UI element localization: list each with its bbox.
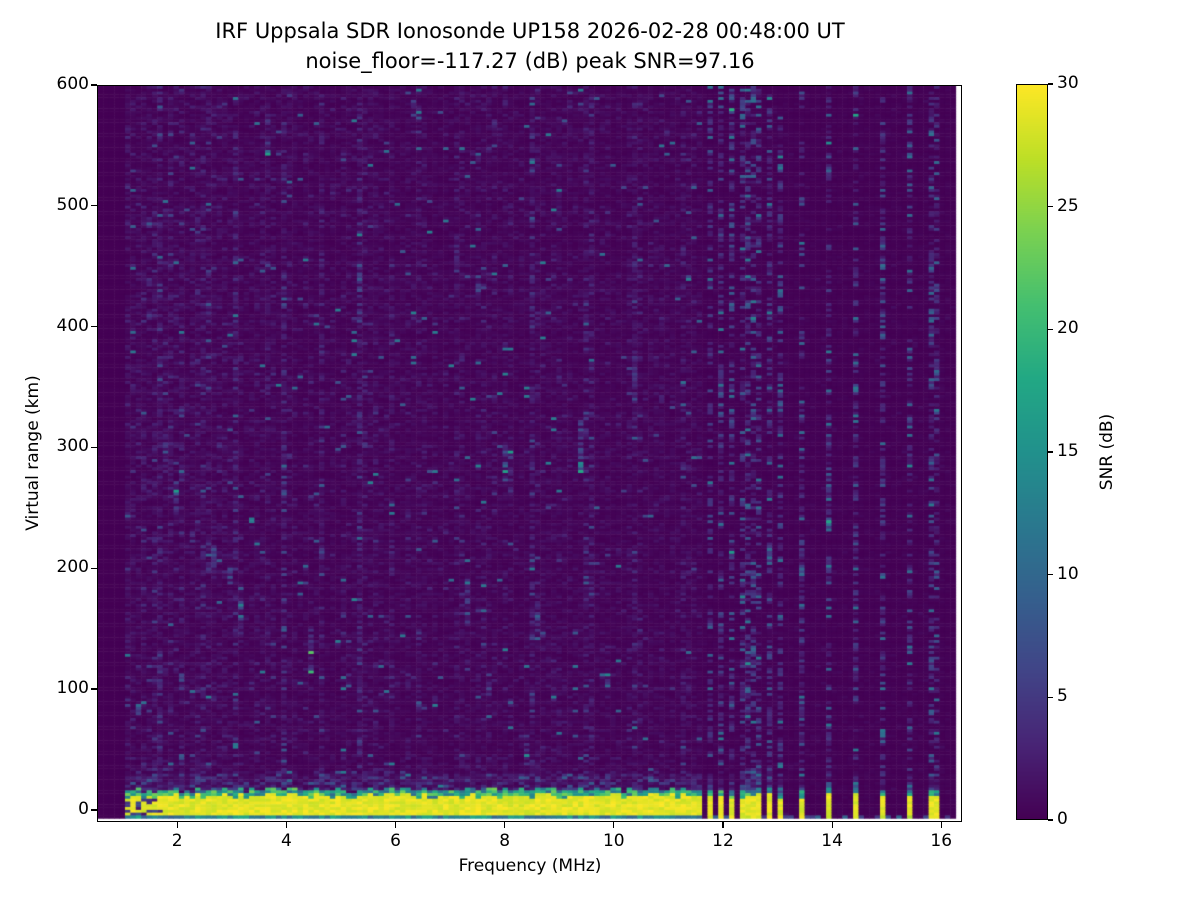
heatmap-canvas	[98, 86, 961, 821]
x-tick-label: 14	[821, 831, 843, 851]
y-tick-label: 600	[56, 74, 89, 94]
x-tick-mark	[504, 822, 506, 828]
colorbar-tick-mark	[1048, 819, 1053, 821]
y-tick-mark	[91, 567, 97, 569]
colorbar	[1016, 84, 1048, 820]
x-axis-label: Frequency (MHz)	[458, 856, 602, 876]
y-tick-mark	[91, 205, 97, 207]
y-tick-label: 100	[56, 678, 89, 699]
plot-area	[97, 85, 962, 822]
y-tick-label: 200	[56, 557, 89, 578]
colorbar-tick-mark	[1048, 328, 1053, 330]
x-tick-mark	[176, 822, 178, 828]
colorbar-tick-label: 30	[1057, 73, 1079, 93]
x-tick-label: 4	[280, 831, 292, 851]
y-tick-label: 500	[56, 194, 89, 215]
y-tick-label: 0	[78, 798, 89, 819]
y-tick-mark	[91, 84, 97, 86]
y-tick-mark	[91, 446, 97, 449]
x-tick-label: 2	[171, 831, 183, 851]
x-tick-mark	[722, 822, 724, 828]
y-tick-label: 400	[56, 315, 89, 336]
colorbar-tick-label: 10	[1057, 563, 1079, 584]
x-tick-mark	[940, 822, 942, 828]
x-tick-label: 12	[712, 831, 734, 851]
chart-subtitle: noise_floor=-117.27 (dB) peak SNR=97.16	[305, 49, 755, 73]
colorbar-tick-mark	[1048, 451, 1053, 453]
x-tick-label: 16	[930, 831, 953, 851]
x-tick-label: 10	[602, 831, 625, 851]
colorbar-tick-mark	[1048, 574, 1053, 576]
y-tick-mark	[91, 326, 97, 328]
y-tick-mark	[91, 688, 97, 690]
x-tick-mark	[394, 822, 397, 828]
colorbar-tick-label: 25	[1057, 195, 1079, 216]
colorbar-label: SNR (dB)	[1097, 413, 1117, 491]
colorbar-tick-mark	[1048, 696, 1053, 698]
x-tick-mark	[831, 822, 833, 828]
colorbar-tick-label: 5	[1057, 686, 1068, 707]
x-tick-label: 6	[390, 831, 401, 851]
colorbar-tick-label: 15	[1057, 441, 1079, 461]
y-tick-mark	[91, 809, 97, 811]
x-tick-label: 8	[499, 831, 511, 851]
y-axis-label: Virtual range (km)	[23, 375, 43, 531]
colorbar-tick-mark	[1048, 206, 1053, 208]
colorbar-canvas	[1017, 85, 1047, 819]
x-tick-mark	[613, 822, 615, 828]
chart-title: IRF Uppsala SDR Ionosonde UP158 2026-02-…	[215, 19, 845, 43]
colorbar-tick-label: 20	[1057, 318, 1079, 339]
colorbar-tick-label: 0	[1057, 809, 1068, 829]
y-tick-label: 300	[56, 436, 89, 457]
colorbar-tick-mark	[1048, 83, 1053, 85]
x-tick-mark	[285, 822, 287, 828]
